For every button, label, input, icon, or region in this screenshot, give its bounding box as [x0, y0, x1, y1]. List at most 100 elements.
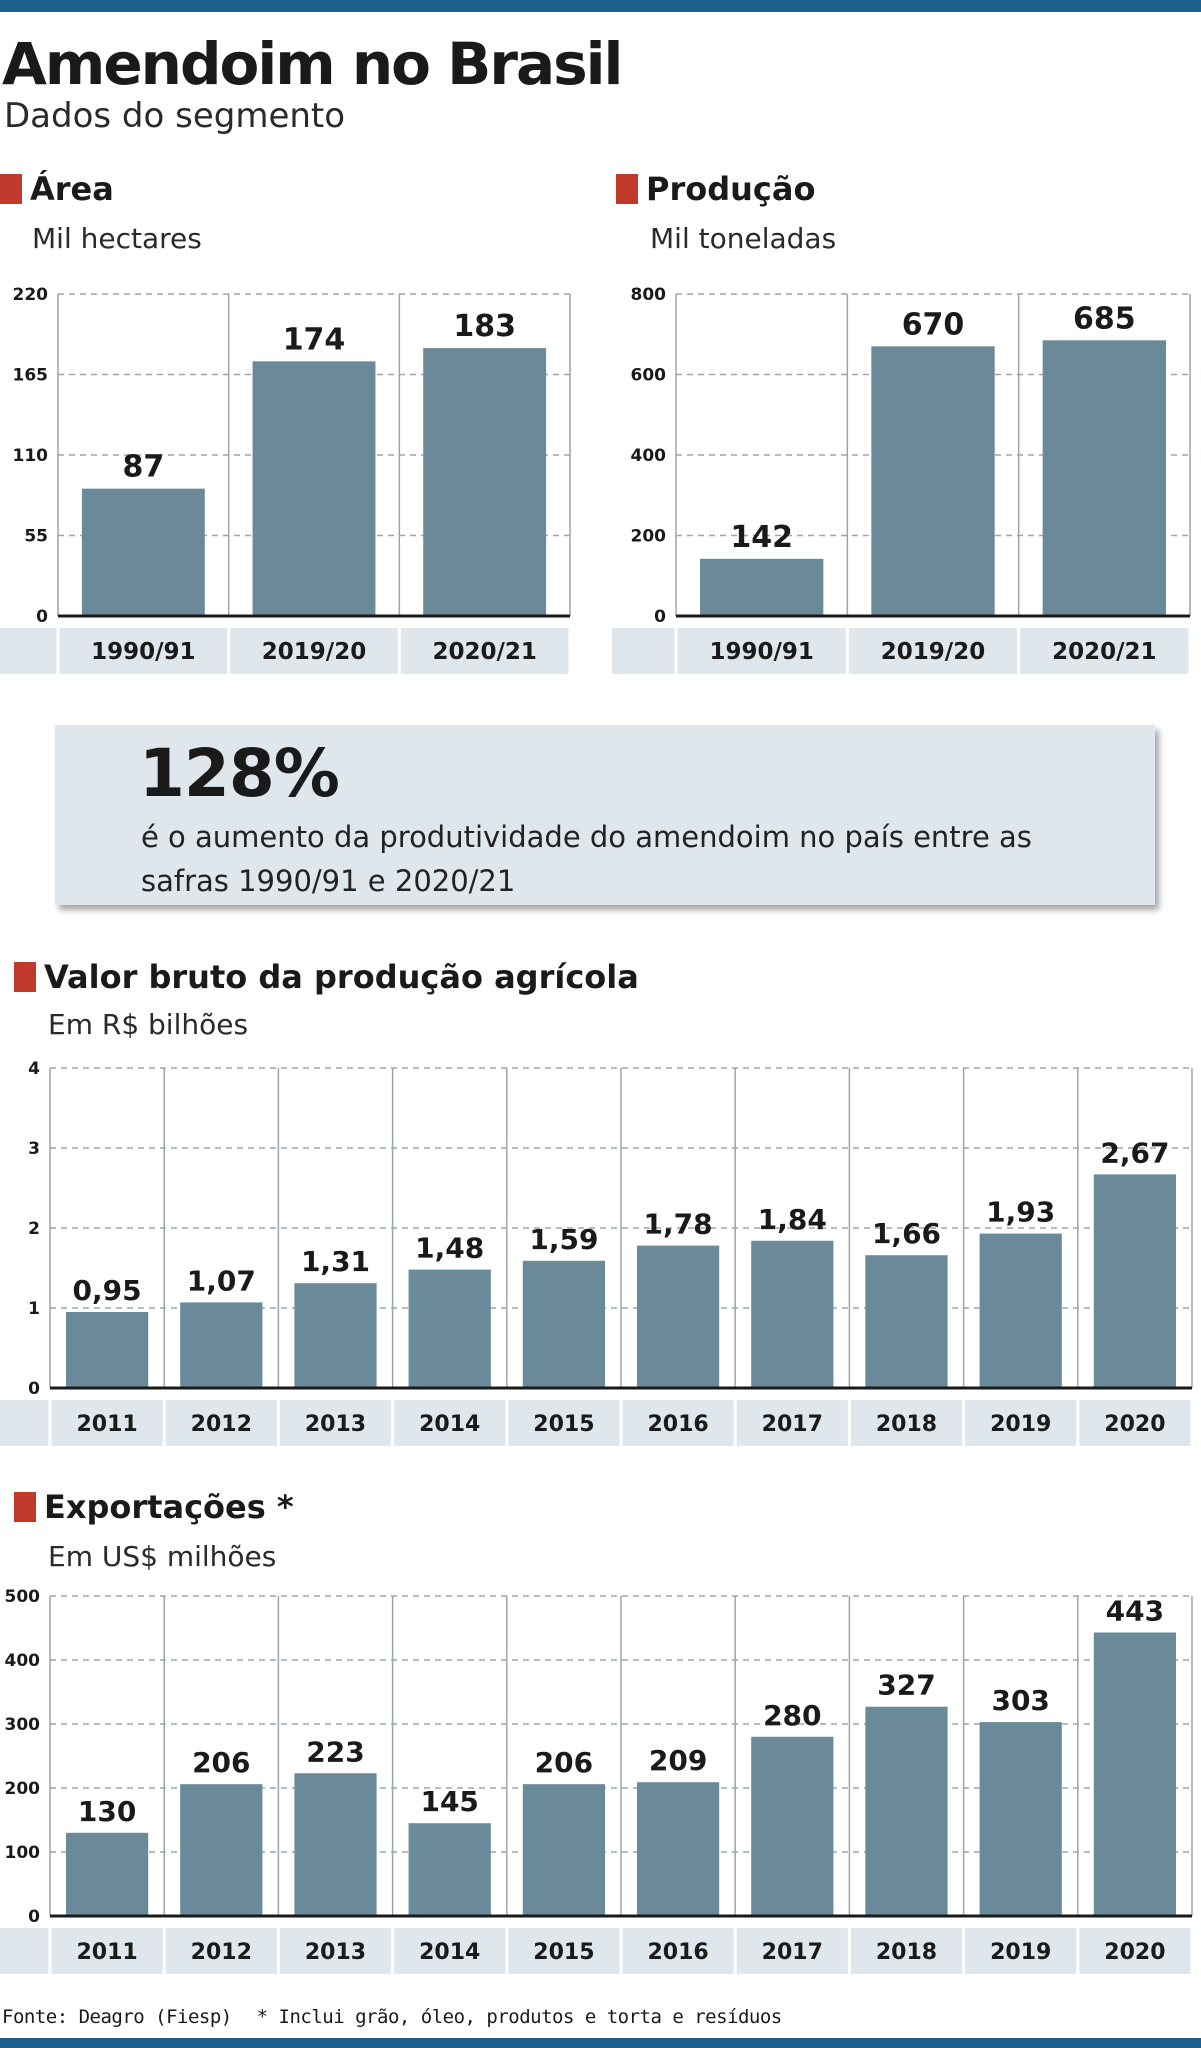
bar	[522, 1784, 606, 1916]
category-label: 2013	[305, 1940, 366, 1965]
y-tick-label: 165	[13, 366, 49, 386]
section-marker-icon	[616, 174, 638, 204]
area-title-text: Área	[30, 170, 114, 208]
data-label: 183	[453, 309, 516, 344]
bar	[408, 1823, 491, 1916]
bar	[1042, 340, 1167, 616]
category-label: 2019/20	[262, 639, 366, 665]
category-label: 2012	[191, 1412, 252, 1437]
page-title: Amendoim no Brasil	[2, 30, 623, 98]
y-tick-label: 2	[28, 1219, 40, 1239]
y-tick-label: 0	[36, 607, 48, 627]
data-label: 0,95	[73, 1274, 142, 1307]
data-label: 1,31	[301, 1245, 370, 1278]
data-label: 685	[1073, 301, 1136, 336]
bar	[751, 1736, 834, 1916]
data-label: 209	[649, 1744, 707, 1777]
exportacoes-unit-label: Em US$ milhões	[48, 1540, 277, 1573]
category-label: 2016	[647, 1412, 708, 1437]
bar	[294, 1773, 377, 1916]
bar	[252, 361, 376, 616]
bar	[979, 1233, 1062, 1388]
data-label: 1,78	[644, 1208, 713, 1241]
exportacoes-title-text: Exportações *	[44, 1488, 294, 1526]
bar	[180, 1302, 263, 1388]
category-label: 2020	[1104, 1940, 1165, 1965]
bar	[81, 488, 205, 616]
footer-note: Fonte: Deagro (Fiesp) * Inclui grão, óle…	[2, 2006, 796, 2028]
y-tick-label: 0	[28, 1907, 40, 1927]
bar	[522, 1260, 606, 1388]
category-label: 2015	[533, 1940, 594, 1965]
data-label: 1,07	[187, 1264, 256, 1297]
category-label: 2017	[762, 1412, 823, 1437]
category-band	[0, 1928, 1192, 1974]
data-label: 1,84	[758, 1203, 827, 1236]
bar	[423, 348, 547, 616]
category-label: 2011	[76, 1940, 137, 1965]
category-label: 2018	[876, 1940, 937, 1965]
y-tick-label: 55	[24, 527, 48, 547]
category-label: 2011	[76, 1412, 137, 1437]
category-label: 2020/21	[1052, 639, 1156, 665]
data-label: 1,59	[529, 1223, 598, 1256]
data-label: 130	[78, 1795, 136, 1828]
category-label: 1990/91	[91, 639, 195, 665]
category-band	[612, 628, 1190, 674]
data-label: 2,67	[1100, 1136, 1169, 1169]
data-label: 1,66	[872, 1217, 941, 1250]
producao-unit-label: Mil toneladas	[650, 222, 837, 255]
data-label: 87	[122, 450, 164, 485]
bar	[871, 346, 995, 616]
bar	[65, 1312, 149, 1388]
category-label: 2018	[876, 1412, 937, 1437]
y-tick-label: 1	[28, 1299, 40, 1319]
data-label: 443	[1106, 1594, 1164, 1627]
y-tick-label: 300	[5, 1715, 41, 1735]
area-chart: 0 55 110 165 220 87 1990/91 174 2019/20 183 2020/2…	[0, 285, 572, 674]
data-label: 327	[877, 1669, 935, 1702]
y-tick-label: 220	[13, 285, 49, 305]
valor-section-title: Valor bruto da produção agrícola	[14, 958, 639, 996]
bottom-accent-bar	[0, 2038, 1201, 2048]
category-label: 2020/21	[432, 639, 536, 665]
category-label: 2020	[1104, 1412, 1165, 1437]
productivity-callout: 128% é o aumento da produtividade do ame…	[55, 725, 1155, 905]
bar	[408, 1269, 491, 1388]
y-tick-label: 110	[13, 446, 49, 466]
area-section-title: Área	[0, 170, 114, 208]
exportacoes-chart: 0 100 200 300 400 500 130 2011 206 2012 223 2013 145…	[0, 1587, 1194, 1974]
section-marker-icon	[14, 962, 36, 992]
producao-chart: 0 200 400 600 800 142 1990/91 670 2019/20 685 2020…	[612, 285, 1192, 674]
category-label: 2019	[990, 1412, 1051, 1437]
y-tick-label: 400	[631, 446, 667, 466]
producao-section-title: Produção	[616, 170, 815, 208]
category-label: 2019	[990, 1940, 1051, 1965]
callout-value: 128%	[139, 735, 340, 812]
bar	[979, 1722, 1062, 1916]
category-band	[0, 1400, 1192, 1446]
bar	[865, 1255, 948, 1388]
bar	[751, 1240, 834, 1388]
y-tick-label: 500	[5, 1587, 41, 1607]
section-marker-icon	[0, 174, 22, 204]
y-tick-label: 200	[631, 527, 667, 547]
bar	[699, 558, 824, 616]
bar	[1093, 1174, 1177, 1388]
top-accent-bar	[0, 0, 1201, 12]
exportacoes-section-title: Exportações *	[14, 1488, 294, 1526]
data-label: 145	[420, 1785, 478, 1818]
category-label: 2013	[305, 1412, 366, 1437]
category-label: 2015	[533, 1412, 594, 1437]
category-label: 2016	[647, 1940, 708, 1965]
bar	[1093, 1632, 1177, 1916]
section-marker-icon	[14, 1492, 36, 1522]
data-label: 1,93	[986, 1196, 1055, 1229]
category-band	[0, 628, 570, 674]
bar	[65, 1832, 149, 1916]
producao-title-text: Produção	[646, 170, 816, 208]
category-label: 2014	[419, 1940, 480, 1965]
callout-text: é o aumento da produtividade do amendoim…	[141, 820, 1032, 898]
y-tick-label: 3	[28, 1139, 40, 1159]
bar	[865, 1706, 948, 1916]
